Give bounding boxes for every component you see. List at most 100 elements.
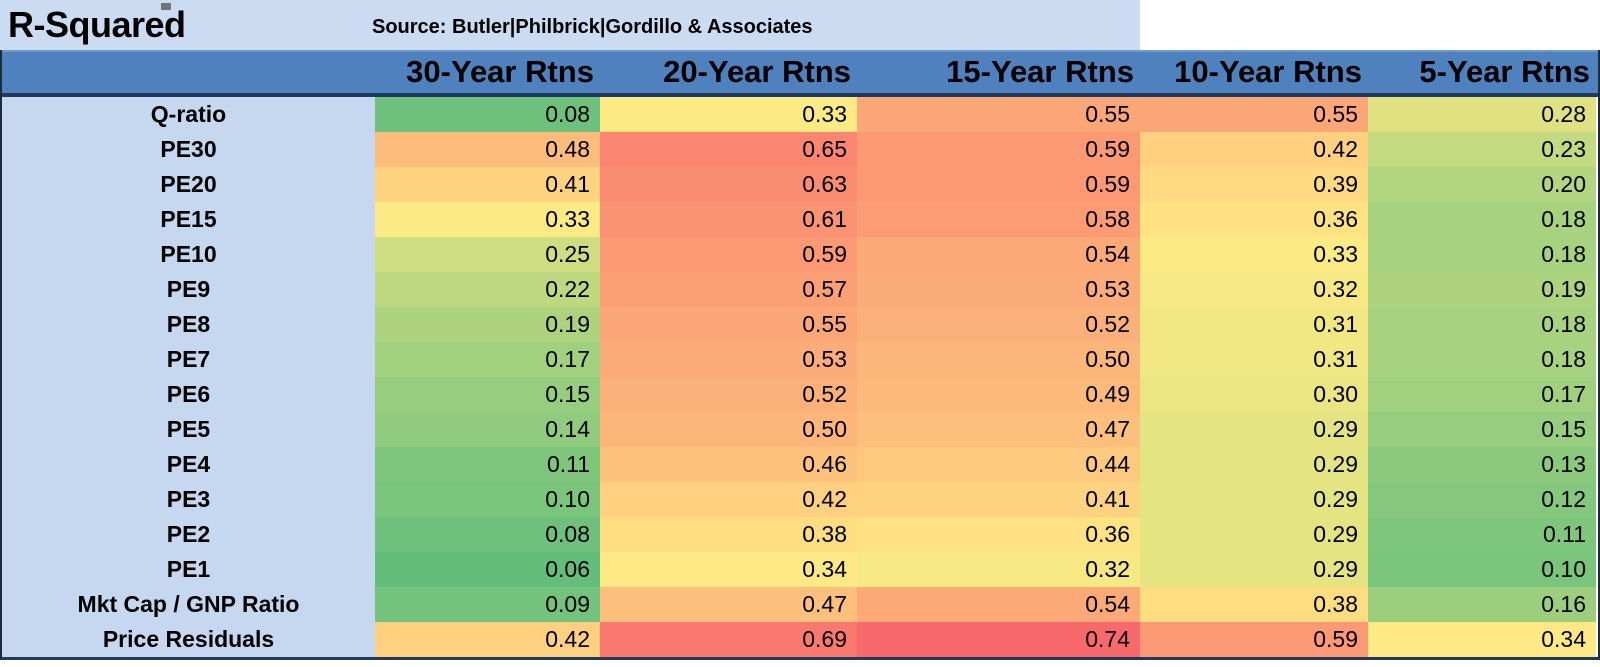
value-cell-pe7-20-year-rtns: 0.53 [600, 342, 857, 377]
r-squared-table: 30-Year Rtns 20-Year Rtns 15-Year Rtns 10-Y… [0, 50, 1600, 660]
row-label-mkt-cap-gnp-ratio: Mkt Cap / GNP Ratio [2, 587, 375, 622]
value-cell-pe1-15-year-rtns: 0.32 [857, 552, 1140, 587]
value-cell-pe10-10-year-rtns: 0.33 [1140, 237, 1368, 272]
table-row-pe4: PE4 0.11 0.46 0.44 0.29 0.13 [2, 447, 1598, 482]
value-cell-pe1-5-year-rtns: 0.10 [1368, 552, 1596, 587]
value-cell-pe7-5-year-rtns: 0.18 [1368, 342, 1596, 377]
value-cell-pe5-10-year-rtns: 0.29 [1140, 412, 1368, 447]
value-cell-pe1-20-year-rtns: 0.34 [600, 552, 857, 587]
value-cell-pe15-30-year-rtns: 0.33 [375, 202, 600, 237]
table-row-pe7: PE7 0.17 0.53 0.50 0.31 0.18 [2, 342, 1598, 377]
value-cell-q-ratio-5-year-rtns: 0.28 [1368, 97, 1596, 132]
value-cell-pe9-20-year-rtns: 0.57 [600, 272, 857, 307]
row-label-pe6: PE6 [2, 377, 375, 412]
value-cell-pe30-15-year-rtns: 0.59 [857, 132, 1140, 167]
row-label-pe8: PE8 [2, 307, 375, 342]
value-cell-pe15-20-year-rtns: 0.61 [600, 202, 857, 237]
value-cell-pe20-10-year-rtns: 0.39 [1140, 167, 1368, 202]
value-cell-pe6-20-year-rtns: 0.52 [600, 377, 857, 412]
value-cell-pe5-30-year-rtns: 0.14 [375, 412, 600, 447]
row-label-pe5: PE5 [2, 412, 375, 447]
value-cell-pe5-5-year-rtns: 0.15 [1368, 412, 1596, 447]
value-cell-pe30-10-year-rtns: 0.42 [1140, 132, 1368, 167]
source-label: Source: Butler|Philbrick|Gordillo & Asso… [372, 16, 813, 38]
value-cell-pe9-30-year-rtns: 0.22 [375, 272, 600, 307]
value-cell-pe3-5-year-rtns: 0.12 [1368, 482, 1596, 517]
value-cell-mkt-cap-gnp-ratio-20-year-rtns: 0.47 [600, 587, 857, 622]
value-cell-pe7-10-year-rtns: 0.31 [1140, 342, 1368, 377]
value-cell-pe3-20-year-rtns: 0.42 [600, 482, 857, 517]
value-cell-pe6-10-year-rtns: 0.30 [1140, 377, 1368, 412]
row-label-pe15: PE15 [2, 202, 375, 237]
value-cell-pe9-15-year-rtns: 0.53 [857, 272, 1140, 307]
column-header-row: 30-Year Rtns 20-Year Rtns 15-Year Rtns 10-Y… [2, 50, 1598, 97]
value-cell-pe6-15-year-rtns: 0.49 [857, 377, 1140, 412]
value-cell-pe30-30-year-rtns: 0.48 [375, 132, 600, 167]
value-cell-pe4-5-year-rtns: 0.13 [1368, 447, 1596, 482]
value-cell-pe2-20-year-rtns: 0.38 [600, 517, 857, 552]
value-cell-pe4-20-year-rtns: 0.46 [600, 447, 857, 482]
value-cell-pe2-10-year-rtns: 0.29 [1140, 517, 1368, 552]
value-cell-pe15-15-year-rtns: 0.58 [857, 202, 1140, 237]
value-cell-mkt-cap-gnp-ratio-15-year-rtns: 0.54 [857, 587, 1140, 622]
value-cell-pe5-15-year-rtns: 0.47 [857, 412, 1140, 447]
page-title: R-Squared [8, 4, 186, 45]
table-row-q-ratio: Q-ratio 0.08 0.33 0.55 0.55 0.28 [2, 97, 1598, 132]
column-header-10-year-rtns: 10-Year Rtns [1174, 54, 1362, 89]
value-cell-q-ratio-15-year-rtns: 0.55 [857, 97, 1140, 132]
value-cell-pe8-20-year-rtns: 0.55 [600, 307, 857, 342]
value-cell-pe8-10-year-rtns: 0.31 [1140, 307, 1368, 342]
value-cell-pe7-15-year-rtns: 0.50 [857, 342, 1140, 377]
value-cell-q-ratio-30-year-rtns: 0.08 [375, 97, 600, 132]
value-cell-pe5-20-year-rtns: 0.50 [600, 412, 857, 447]
value-cell-pe1-30-year-rtns: 0.06 [375, 552, 600, 587]
value-cell-pe3-30-year-rtns: 0.10 [375, 482, 600, 517]
value-cell-q-ratio-20-year-rtns: 0.33 [600, 97, 857, 132]
value-cell-pe2-5-year-rtns: 0.11 [1368, 517, 1596, 552]
table-row-pe8: PE8 0.19 0.55 0.52 0.31 0.18 [2, 307, 1598, 342]
column-header-30-year-rtns: 30-Year Rtns [406, 54, 594, 89]
value-cell-pe3-15-year-rtns: 0.41 [857, 482, 1140, 517]
row-label-pe10: PE10 [2, 237, 375, 272]
value-cell-pe20-15-year-rtns: 0.59 [857, 167, 1140, 202]
value-cell-mkt-cap-gnp-ratio-10-year-rtns: 0.38 [1140, 587, 1368, 622]
value-cell-mkt-cap-gnp-ratio-5-year-rtns: 0.16 [1368, 587, 1596, 622]
value-cell-pe7-30-year-rtns: 0.17 [375, 342, 600, 377]
value-cell-pe9-5-year-rtns: 0.19 [1368, 272, 1596, 307]
value-cell-pe4-15-year-rtns: 0.44 [857, 447, 1140, 482]
row-label-price-residuals: Price Residuals [2, 622, 375, 657]
row-label-pe3: PE3 [2, 482, 375, 517]
value-cell-price-residuals-30-year-rtns: 0.42 [375, 622, 600, 657]
row-label-pe9: PE9 [2, 272, 375, 307]
table-row-pe5: PE5 0.14 0.50 0.47 0.29 0.15 [2, 412, 1598, 447]
row-label-pe30: PE30 [2, 132, 375, 167]
heatmap-grid: Q-ratio 0.08 0.33 0.55 0.55 0.28 PE30 0.48 0.65 0… [2, 97, 1598, 657]
table-row-pe20: PE20 0.41 0.63 0.59 0.39 0.20 [2, 167, 1598, 202]
value-cell-pe8-30-year-rtns: 0.19 [375, 307, 600, 342]
value-cell-pe10-20-year-rtns: 0.59 [600, 237, 857, 272]
value-cell-pe4-10-year-rtns: 0.29 [1140, 447, 1368, 482]
table-row-pe1: PE1 0.06 0.34 0.32 0.29 0.10 [2, 552, 1598, 587]
value-cell-pe8-15-year-rtns: 0.52 [857, 307, 1140, 342]
value-cell-pe1-10-year-rtns: 0.29 [1140, 552, 1368, 587]
value-cell-pe10-30-year-rtns: 0.25 [375, 237, 600, 272]
value-cell-price-residuals-20-year-rtns: 0.69 [600, 622, 857, 657]
value-cell-pe6-30-year-rtns: 0.15 [375, 377, 600, 412]
value-cell-pe30-20-year-rtns: 0.65 [600, 132, 857, 167]
column-header-5-year-rtns: 5-Year Rtns [1419, 54, 1590, 89]
value-cell-pe6-5-year-rtns: 0.17 [1368, 377, 1596, 412]
row-label-q-ratio: Q-ratio [2, 97, 375, 132]
row-label-pe1: PE1 [2, 552, 375, 587]
column-header-blank [2, 52, 375, 93]
table-row-pe10: PE10 0.25 0.59 0.54 0.33 0.18 [2, 237, 1598, 272]
value-cell-pe2-15-year-rtns: 0.36 [857, 517, 1140, 552]
table-row-pe30: PE30 0.48 0.65 0.59 0.42 0.23 [2, 132, 1598, 167]
value-cell-pe20-20-year-rtns: 0.63 [600, 167, 857, 202]
row-label-pe7: PE7 [2, 342, 375, 377]
value-cell-pe30-5-year-rtns: 0.23 [1368, 132, 1596, 167]
value-cell-pe20-30-year-rtns: 0.41 [375, 167, 600, 202]
table-row-price-residuals: Price Residuals 0.42 0.69 0.74 0.59 0.34 [2, 622, 1598, 657]
value-cell-pe9-10-year-rtns: 0.32 [1140, 272, 1368, 307]
value-cell-pe15-10-year-rtns: 0.36 [1140, 202, 1368, 237]
